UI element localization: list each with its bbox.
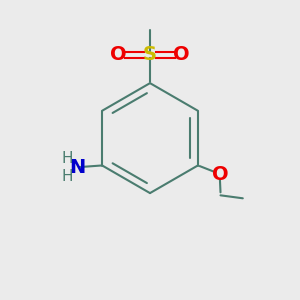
Text: O: O — [173, 45, 190, 64]
Text: N: N — [69, 158, 85, 177]
Text: H: H — [62, 169, 74, 184]
Text: O: O — [110, 45, 127, 64]
Text: H: H — [62, 151, 74, 166]
Text: S: S — [143, 45, 157, 64]
Text: O: O — [212, 165, 228, 184]
